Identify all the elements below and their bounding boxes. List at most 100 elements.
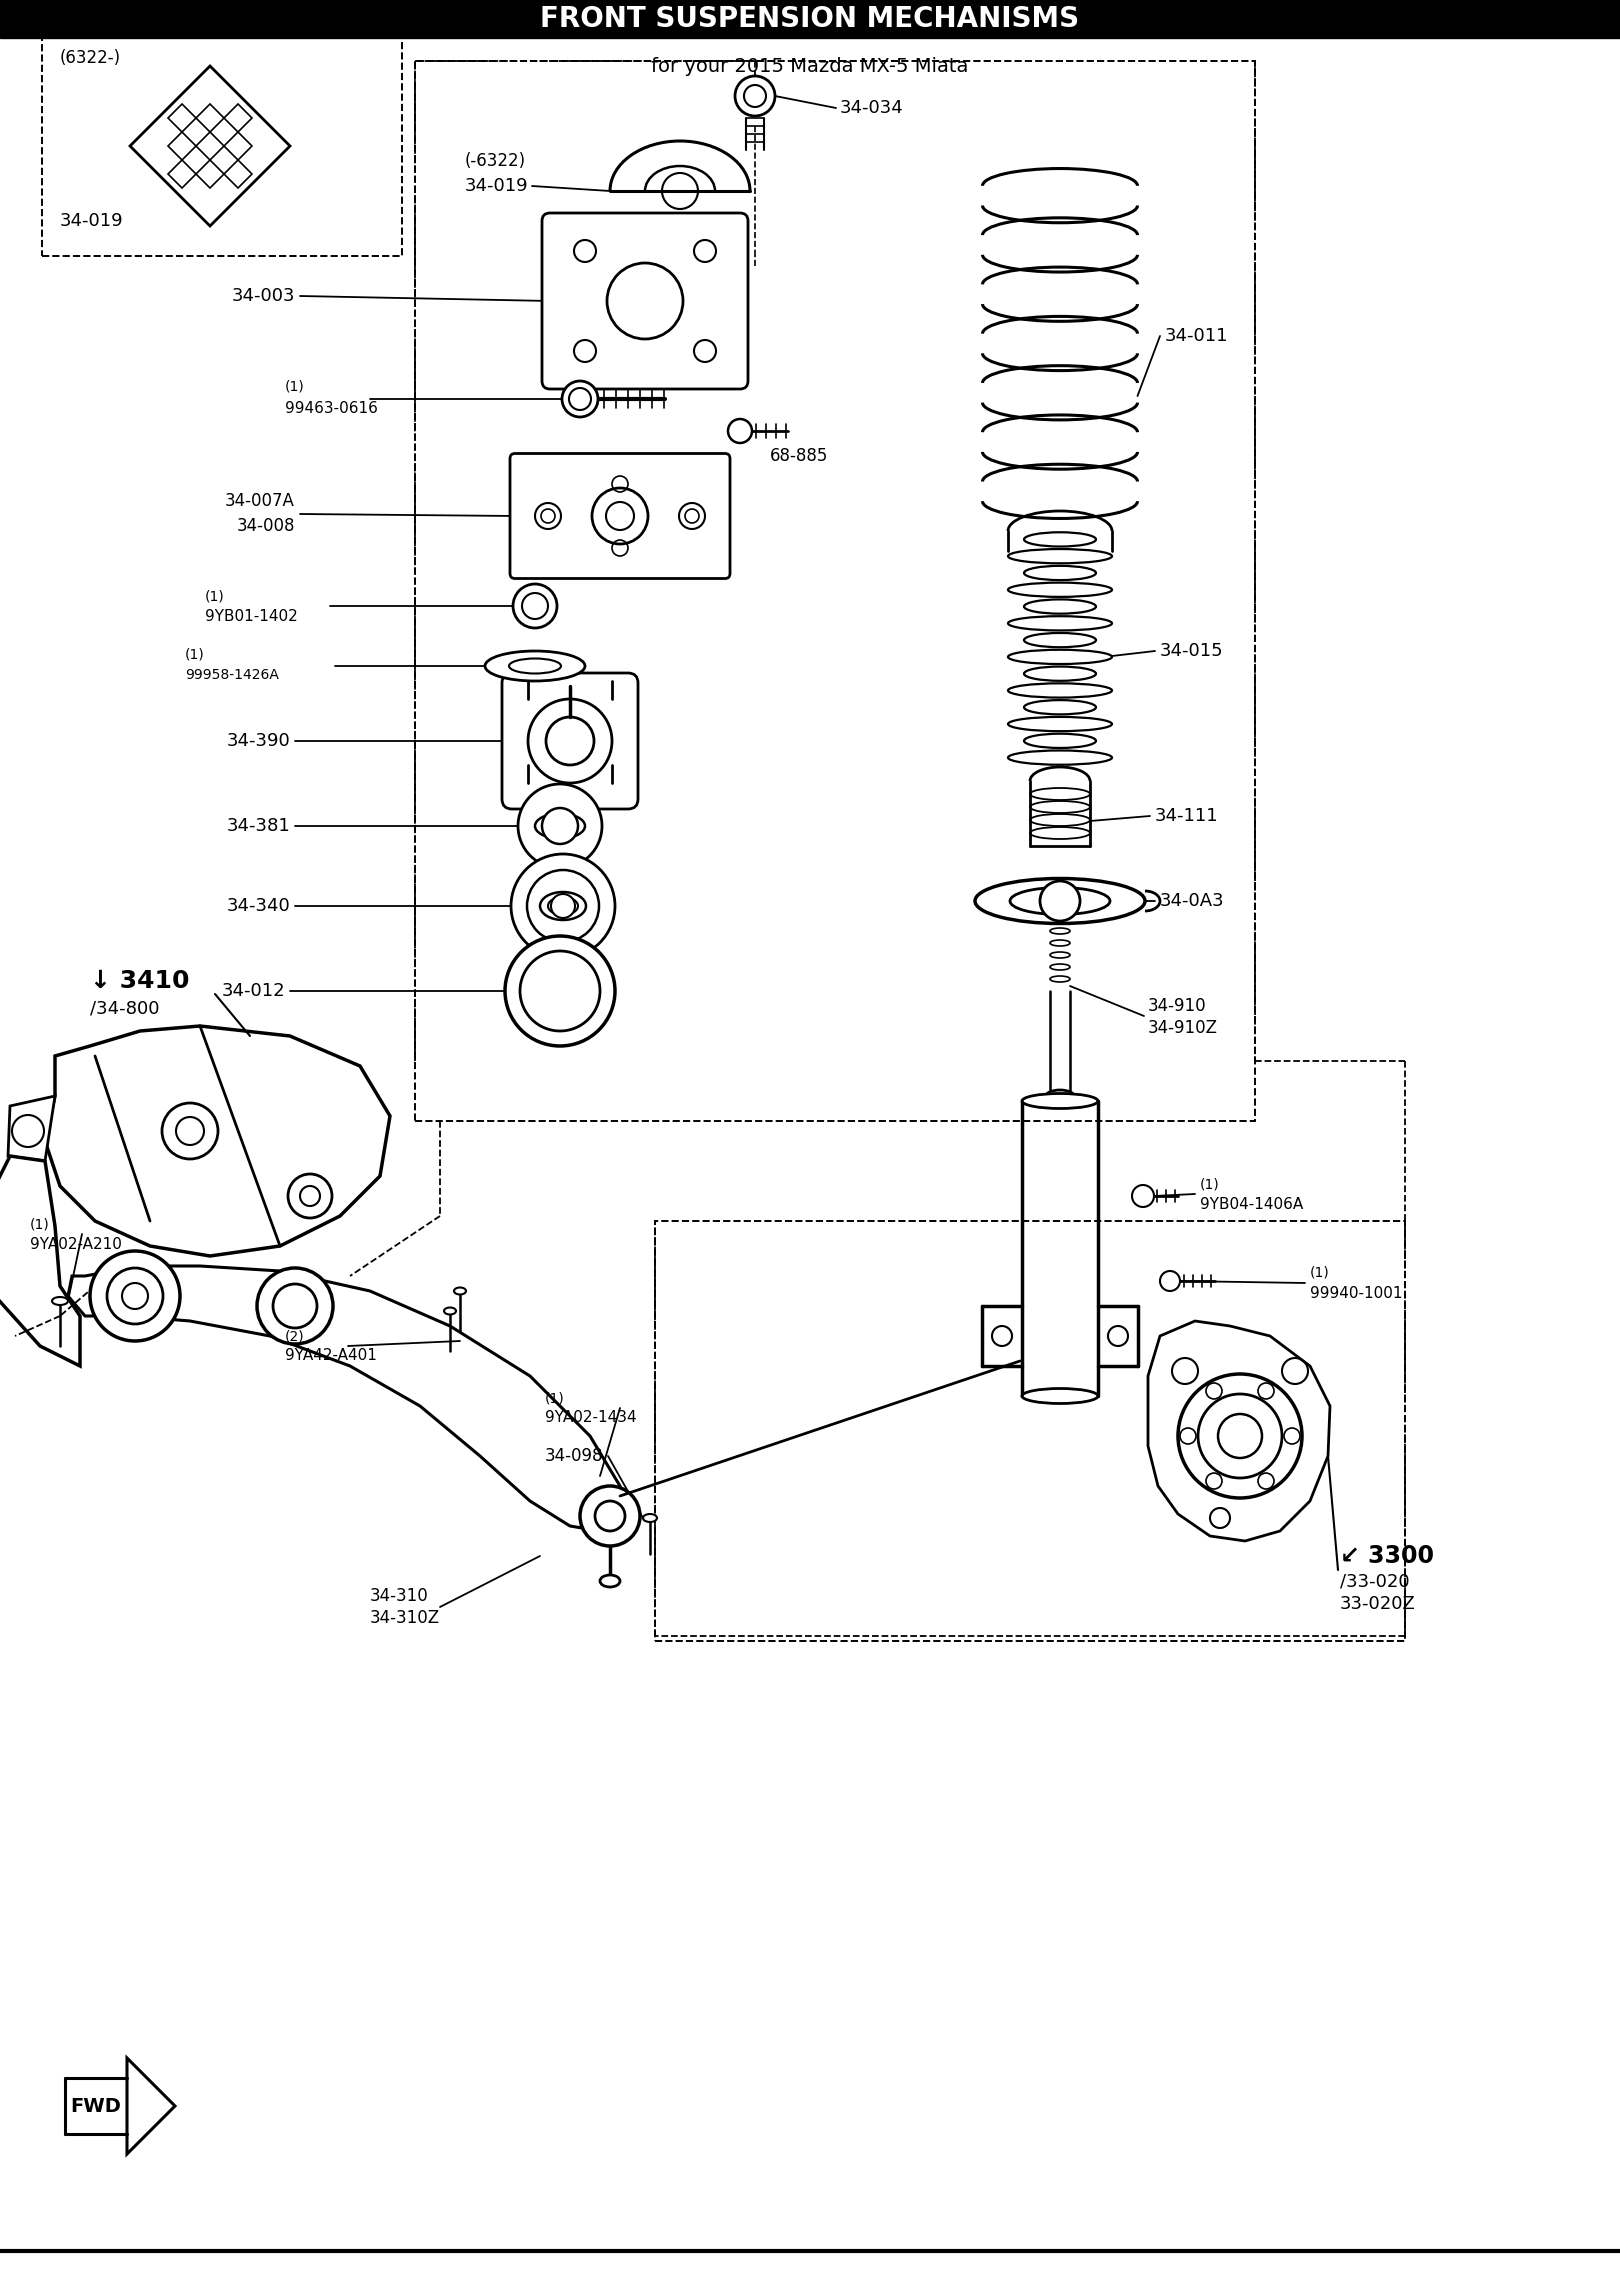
Text: 34-910: 34-910	[1149, 997, 1207, 1015]
Polygon shape	[8, 1097, 55, 1161]
Ellipse shape	[548, 897, 578, 915]
Circle shape	[526, 869, 599, 942]
Text: 34-310: 34-310	[369, 1586, 429, 1605]
Ellipse shape	[535, 813, 585, 838]
Text: 34-012: 34-012	[222, 981, 285, 999]
Ellipse shape	[454, 1288, 467, 1295]
Circle shape	[562, 380, 598, 417]
Ellipse shape	[1050, 951, 1069, 958]
Text: 34-019: 34-019	[465, 178, 528, 196]
Circle shape	[107, 1268, 164, 1325]
Ellipse shape	[1008, 649, 1111, 665]
Text: FRONT SUSPENSION MECHANISMS: FRONT SUSPENSION MECHANISMS	[541, 5, 1079, 32]
Text: 34-910Z: 34-910Z	[1149, 1020, 1218, 1038]
Ellipse shape	[1008, 583, 1111, 596]
Text: (-6322): (-6322)	[465, 152, 526, 171]
Circle shape	[518, 783, 603, 867]
Text: (2): (2)	[285, 1329, 305, 1343]
Ellipse shape	[1022, 1388, 1098, 1404]
Text: (1): (1)	[1311, 1265, 1330, 1279]
Ellipse shape	[1047, 1090, 1074, 1102]
Circle shape	[510, 854, 616, 958]
Ellipse shape	[1024, 667, 1097, 681]
Ellipse shape	[599, 1575, 620, 1586]
Text: /33-020: /33-020	[1340, 1573, 1409, 1591]
Polygon shape	[0, 1156, 79, 1366]
Bar	[654, 1220, 1405, 1641]
Ellipse shape	[975, 879, 1145, 924]
Circle shape	[580, 1486, 640, 1545]
Text: 99940-1001: 99940-1001	[1311, 1286, 1403, 1300]
Text: 9YA02-1434: 9YA02-1434	[544, 1411, 637, 1425]
Ellipse shape	[539, 892, 586, 920]
Text: 34-015: 34-015	[1160, 642, 1223, 660]
Text: (1): (1)	[206, 589, 225, 603]
Text: for your 2015 Mazda MX-5 Miata: for your 2015 Mazda MX-5 Miata	[651, 57, 969, 75]
Text: 34-381: 34-381	[227, 817, 290, 835]
Ellipse shape	[1050, 976, 1069, 981]
Text: 34-0A3: 34-0A3	[1160, 892, 1225, 910]
Ellipse shape	[1024, 567, 1097, 580]
Polygon shape	[126, 2058, 175, 2153]
Circle shape	[591, 487, 648, 544]
Bar	[415, 61, 1256, 1122]
Circle shape	[727, 419, 752, 444]
Text: 34-390: 34-390	[227, 733, 290, 751]
Text: 34-007A: 34-007A	[225, 492, 295, 510]
Ellipse shape	[1050, 965, 1069, 970]
Circle shape	[1199, 1393, 1281, 1477]
Text: 9YB01-1402: 9YB01-1402	[206, 608, 298, 624]
Circle shape	[1218, 1413, 1262, 1459]
Ellipse shape	[1050, 929, 1069, 933]
Circle shape	[546, 717, 595, 765]
Text: (1): (1)	[544, 1391, 565, 1404]
Ellipse shape	[509, 658, 561, 674]
Text: 9YB04-1406A: 9YB04-1406A	[1200, 1197, 1302, 1211]
Text: 99958-1426A: 99958-1426A	[185, 667, 279, 683]
Circle shape	[735, 75, 774, 116]
Text: 34-098: 34-098	[544, 1448, 604, 1466]
Ellipse shape	[1009, 888, 1110, 915]
Text: (1): (1)	[31, 1218, 50, 1231]
Ellipse shape	[1008, 549, 1111, 564]
Ellipse shape	[1024, 599, 1097, 615]
Text: ↙ 3300: ↙ 3300	[1340, 1543, 1434, 1568]
Ellipse shape	[1050, 940, 1069, 947]
Circle shape	[543, 808, 578, 844]
Circle shape	[551, 894, 575, 917]
Ellipse shape	[1022, 1092, 1098, 1108]
Text: FWD: FWD	[71, 2096, 122, 2114]
Text: 34-111: 34-111	[1155, 808, 1218, 824]
Text: 34-011: 34-011	[1165, 328, 1228, 346]
Circle shape	[535, 503, 561, 528]
Bar	[42, 36, 402, 255]
Polygon shape	[1149, 1320, 1330, 1541]
Circle shape	[608, 264, 684, 339]
Circle shape	[122, 1284, 147, 1309]
Text: 33-020Z: 33-020Z	[1340, 1595, 1416, 1614]
Ellipse shape	[1008, 717, 1111, 731]
Circle shape	[1160, 1270, 1179, 1290]
Ellipse shape	[444, 1306, 455, 1316]
Ellipse shape	[1024, 701, 1097, 715]
Circle shape	[1040, 881, 1081, 922]
Text: (1): (1)	[1200, 1177, 1220, 1190]
Text: 34-034: 34-034	[841, 98, 904, 116]
Polygon shape	[45, 1026, 390, 1256]
Text: 34-003: 34-003	[232, 287, 295, 305]
Ellipse shape	[1008, 617, 1111, 630]
Ellipse shape	[1024, 733, 1097, 749]
Circle shape	[258, 1268, 334, 1345]
Circle shape	[520, 951, 599, 1031]
Ellipse shape	[484, 651, 585, 681]
Ellipse shape	[1008, 683, 1111, 699]
Circle shape	[679, 503, 705, 528]
Circle shape	[1132, 1186, 1153, 1206]
Circle shape	[514, 585, 557, 628]
Bar	[0, 0, 1620, 39]
Text: (1): (1)	[185, 646, 204, 660]
Text: ↓ 3410: ↓ 3410	[91, 970, 190, 992]
Ellipse shape	[1008, 751, 1111, 765]
Circle shape	[1178, 1375, 1302, 1498]
Polygon shape	[68, 1265, 620, 1532]
